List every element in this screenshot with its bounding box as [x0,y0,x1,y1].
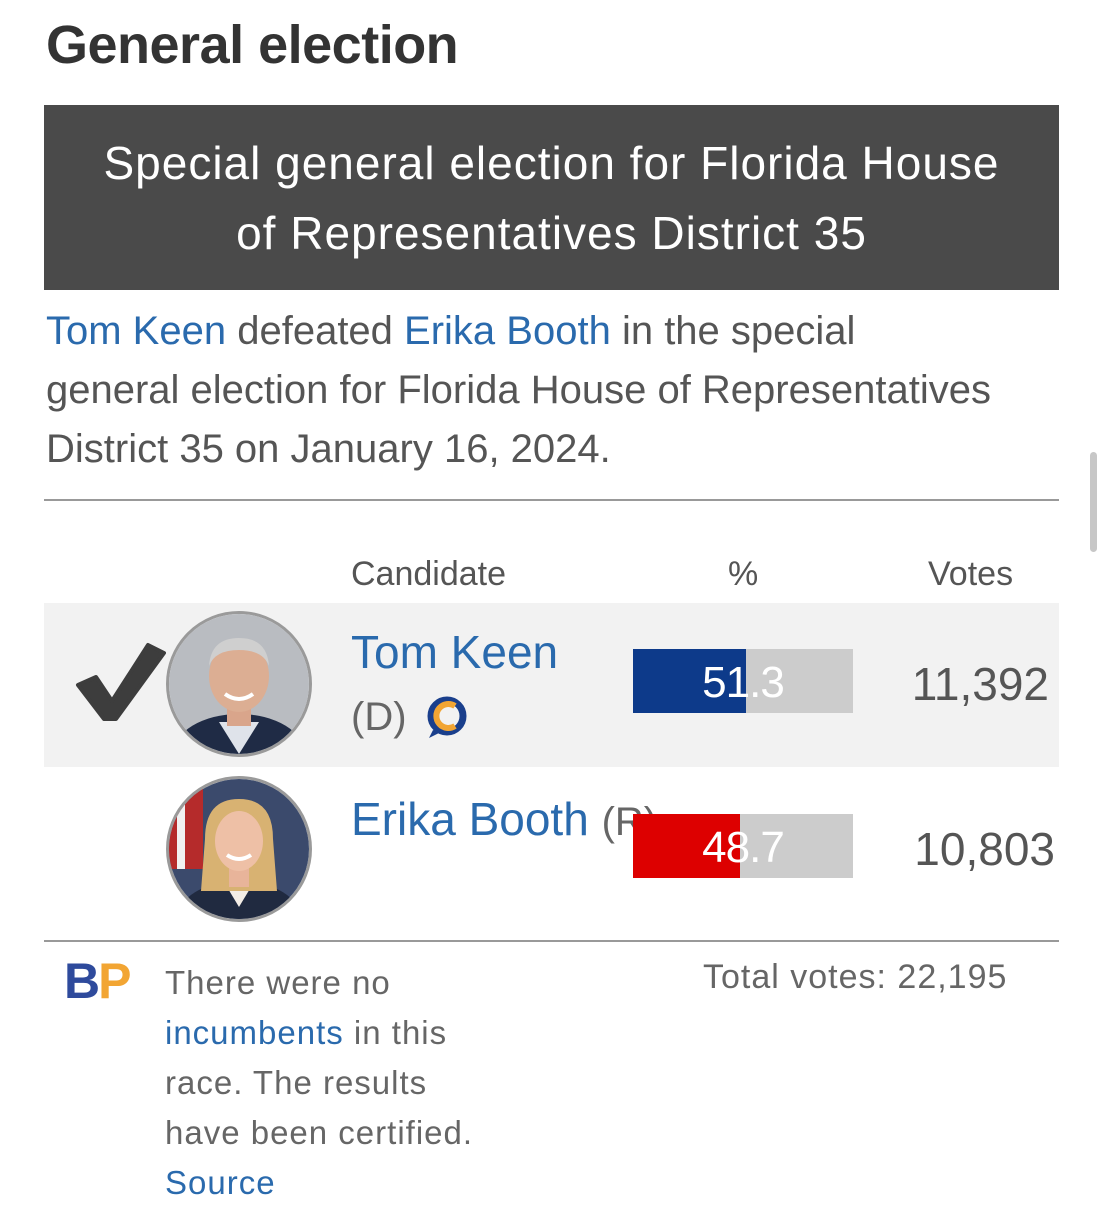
source-link[interactable]: Source [165,1164,276,1201]
loser-link[interactable]: Erika Booth [404,309,611,353]
summary-text-rest: in the special general election for Flor… [46,309,991,471]
race-title: Special general election for Florida Hou… [103,136,1000,259]
party-label: (D) [351,695,407,739]
percent-bar: 51.3 [633,649,853,713]
certification-note: There were no incumbents in this race. T… [165,958,495,1208]
column-header-votes: Votes [928,555,1014,593]
section-heading: General election [46,15,459,75]
incumbents-link[interactable]: incumbents [165,1014,344,1051]
avatar-tom-keen[interactable] [166,611,312,757]
candidate-link-tom-keen[interactable]: Tom Keen [351,626,559,678]
logo-letter-p: P [98,953,131,1009]
winner-link[interactable]: Tom Keen [46,309,227,353]
campaign-finance-icon[interactable] [427,696,467,738]
candidate-name-cell: Tom Keen (D) [351,621,558,748]
column-header-candidate: Candidate [351,555,507,593]
percent-value: 48.7 [702,823,785,872]
total-votes: Total votes: 22,195 [703,958,1008,996]
candidate-row-erika-booth: Erika Booth (R) 48.7 10,803 [44,768,1059,932]
candidate-row-tom-keen: Tom Keen (D) 51.3 11,392 [44,603,1059,767]
percent-bar: 48.7 [633,814,853,878]
logo-letter-b: B [64,953,100,1009]
ballotpedia-logo: BP [64,952,131,1010]
avatar-erika-booth[interactable] [166,776,312,922]
column-header-percent: % [728,555,759,593]
percent-value: 51.3 [702,658,785,707]
race-summary: Tom Keen defeated Erika Booth in the spe… [46,302,996,479]
page-scrollbar[interactable] [1090,452,1097,552]
vote-count: 11,392 [911,658,1049,710]
note-text: in this race. The results have been cert… [165,1014,474,1151]
vote-count: 10,803 [914,823,1055,875]
candidate-link-erika-booth[interactable]: Erika Booth [351,793,589,845]
percent-bar-fill [633,649,746,713]
divider [44,499,1059,501]
winner-checkmark-icon [76,643,166,721]
race-title-banner: Special general election for Florida Hou… [44,105,1059,290]
percent-bar-fill [633,814,741,878]
summary-text-defeated: defeated [226,309,405,353]
divider [44,940,1059,942]
candidate-name-cell: Erika Booth (R) [351,788,657,853]
note-text: There were no [165,964,391,1001]
